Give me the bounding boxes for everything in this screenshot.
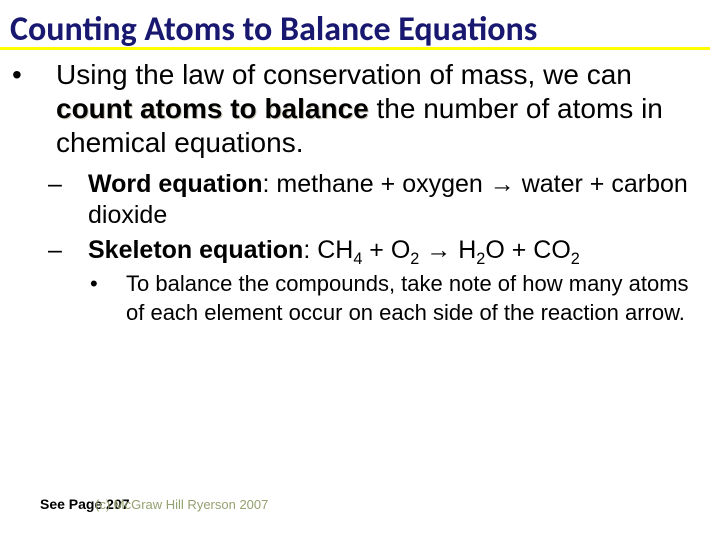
dash-icon: – [68,169,88,200]
footer: (c) McGraw Hill Ryerson 2007 See Page 20… [40,496,130,512]
balance-note: •To balance the compounds, take note of … [108,270,690,327]
sub-4: 4 [353,250,362,268]
sub-2a: 2 [410,250,419,268]
bullet-dot-icon: • [34,58,56,92]
skel-eq-label: Skeleton equation [88,236,303,264]
skeleton-equation-line: –Skeleton equation: CH4 + O2 → H2O + CO2 [68,235,690,266]
sub-2c: 2 [571,250,580,268]
bullet1-pre: Using the law of conservation of mass, w… [56,59,632,90]
bullet3-text: To balance the compounds, take note of h… [126,271,689,325]
content-area: •Using the law of conservation of mass, … [0,50,720,327]
slide-title: Counting Atoms to Balance Equations [0,0,720,53]
sub-2b: 2 [476,250,485,268]
bullet1-emphasis: count atoms to balance [56,93,369,124]
word-equation-line: –Word equation: methane + oxygen → water… [68,169,690,232]
dash-icon: – [68,235,88,266]
sub-bullets: –Word equation: methane + oxygen → water… [34,169,690,328]
skel-mid2: O + CO [485,236,570,264]
copyright-text: (c) McGraw Hill Ryerson 2007 [95,497,268,512]
word-eq-label: Word equation [88,170,263,198]
skel-pre: : CH [303,236,353,264]
skel-mid1: + O [362,236,410,264]
skel-arrow: → H [419,236,476,264]
sub-sub-bullets: •To balance the compounds, take note of … [68,270,690,327]
bullet-dot-icon: • [108,270,126,299]
bullet-level-1: •Using the law of conservation of mass, … [34,58,690,160]
